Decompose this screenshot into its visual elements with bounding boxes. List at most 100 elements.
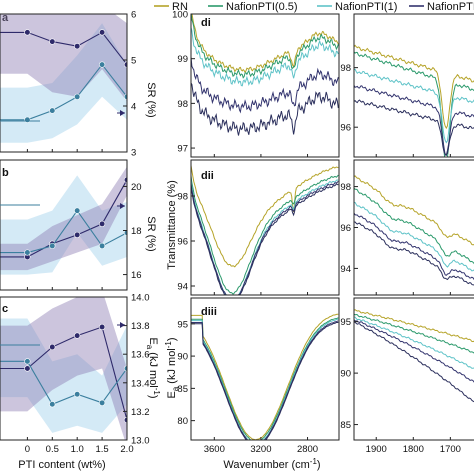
panel-a-right-tick-label-2: 5 xyxy=(131,56,136,67)
panel-e0-y-tick-label-1: 98 xyxy=(340,63,351,74)
wavenumber-x-tick-label-2: 2800 xyxy=(297,444,318,455)
zoom-x-tick-label-2: 1700 xyxy=(440,444,461,455)
panel-d2-series-0 xyxy=(191,313,339,440)
panel-e1-series-2 xyxy=(354,201,474,272)
panel-e2-frame xyxy=(353,297,474,441)
panel-b-light-point-1 xyxy=(49,242,56,250)
panel-c-dark-point-1 xyxy=(49,343,56,351)
panel-e0-series-2 xyxy=(354,68,474,144)
panel-c-plot-area xyxy=(0,297,127,440)
panel-a-light-point-0 xyxy=(24,116,31,123)
panel-a-right-tick-label-1: 4 xyxy=(131,102,136,113)
panel-c-right-tick-label-4: 13.8 xyxy=(131,321,150,332)
panel-d2-plot-area xyxy=(191,313,339,440)
panel-a-light-point-1 xyxy=(49,107,56,114)
panel-d1-series-1 xyxy=(191,174,339,295)
panel-a-frame xyxy=(0,13,128,153)
pti-x-tick-label-2: 1.0 xyxy=(71,444,84,455)
panel-c-dark-error-band xyxy=(0,297,127,440)
panel-b-light-line xyxy=(0,209,127,254)
panel-a-light-point-3 xyxy=(98,61,106,68)
panel-diii-left-y-label-close: ) xyxy=(166,337,178,341)
panel-c-dark-axis-arrowhead xyxy=(120,322,125,328)
panel-e0-plot-area xyxy=(354,44,474,157)
panel-d0-y-tick-label-0: 97 xyxy=(177,144,188,155)
panel-d1-series-4 xyxy=(191,183,339,295)
panel-e1-y-tick-label-1: 96 xyxy=(340,223,351,234)
panel-c-y-axis-label: Ea (kJ mol-1) xyxy=(145,337,161,398)
pti-x-tick-label-0: 0 xyxy=(25,444,30,455)
pti-x-tick-label-4: 2.0 xyxy=(120,444,133,455)
panel-d0-series-3 xyxy=(191,56,339,114)
panel-e2-series-4 xyxy=(354,321,474,403)
panel-b-right-tick-label-2: 20 xyxy=(131,182,142,193)
panel-diii-left-y-label-sup: -1 xyxy=(164,341,173,349)
wavenumber-x-axis-label: Wavenumber (cm-1) xyxy=(223,457,320,471)
panel-e0-y-tick-label-0: 96 xyxy=(340,123,351,134)
panel-b-right-tick-label-1: 18 xyxy=(131,226,142,237)
panel-a-right-tick-label-0: 3 xyxy=(131,148,136,159)
panel-e0-series-4 xyxy=(354,99,474,156)
panel-c-right-tick-label-1: 13.2 xyxy=(131,407,150,418)
panel-c-light-point-2 xyxy=(74,391,81,398)
panel-d0-frame xyxy=(190,13,340,158)
zoom-x-tick-label-0: 1900 xyxy=(366,444,387,455)
panel-e0-series-0 xyxy=(354,44,474,130)
panel-b-frame xyxy=(0,159,128,291)
panel-d2-y-tick-label-2: 90 xyxy=(177,352,188,363)
panel-c-right-tick-label-0: 13.0 xyxy=(131,436,150,447)
panel-a-dark-point-0 xyxy=(24,29,31,36)
panel-d2-series-4 xyxy=(191,321,339,440)
panel-c-light-line xyxy=(0,360,127,405)
legend-label-2: NafionPTI(1) xyxy=(335,1,397,13)
pti-x-tick-label-1: 0.5 xyxy=(46,444,59,455)
panel-e2-series-2 xyxy=(354,316,474,369)
figure-legend: RN NafionPTI(0.5) NafionPTI(1) NafionPTI(1.… xyxy=(154,1,474,13)
panel-d0-series-0 xyxy=(191,14,339,74)
transmittance-y-axis-label: Transmittance (%) xyxy=(166,180,178,269)
panel-c-y-axis-label-sub: a xyxy=(145,345,154,350)
panel-e-ftir-zoom-plot: 96 98 94 96 98 85 90 95 1900 1800 1700 xyxy=(340,13,474,455)
panel-e1-series-3 xyxy=(354,212,474,280)
legend-label-3: NafionPTI(1.5) xyxy=(427,1,474,13)
panel-c-label: c xyxy=(2,303,8,315)
panel-b-dark-point-3 xyxy=(98,220,106,227)
panel-a-dark-point-2 xyxy=(74,43,81,50)
panel-b-y-axis-label: SR (%) xyxy=(145,216,157,251)
panel-c-light-point-1 xyxy=(49,401,56,408)
panel-c-right-tick-label-2: 13.4 xyxy=(131,378,150,389)
panel-b-dark-point-2 xyxy=(74,231,81,239)
panel-e2-series-1 xyxy=(354,313,474,354)
panel-c-y-axis-label-main: E xyxy=(147,337,159,344)
panel-d1-y-tick-label-0: 94 xyxy=(177,282,188,293)
panel-e0-series-3 xyxy=(354,84,474,157)
panel-c-right-tick-label-5: 14.0 xyxy=(131,293,150,304)
panel-e1-y-tick-label-2: 98 xyxy=(340,182,351,193)
panel-a-dark-line xyxy=(0,31,127,65)
pti-x-tick-label-3: 1.5 xyxy=(95,444,108,455)
panel-c-right-tick-label-3: 13.6 xyxy=(131,350,150,361)
panel-e2-series-3 xyxy=(354,319,474,383)
panel-diii-left-y-label-sub: a xyxy=(171,386,180,391)
wavenumber-x-axis-label-sup: -1 xyxy=(310,457,318,466)
panel-e1-y-tick-label-0: 94 xyxy=(340,264,351,275)
panel-d1-series-2 xyxy=(191,179,339,295)
panel-c-y-axis-label-unit: (kJ mol xyxy=(147,349,159,388)
panel-diii-left-y-label: Ea (kJ mol-1) xyxy=(164,337,180,398)
panel-d0-y-tick-label-2: 99 xyxy=(177,54,188,65)
wavenumber-x-tick-label-0: 3600 xyxy=(204,444,225,455)
panel-a-right-tick-label-3: 6 xyxy=(131,10,136,21)
panel-b-right-tick-label-0: 16 xyxy=(131,270,142,281)
panel-a-dark-point-1 xyxy=(49,38,56,45)
panel-c-frame xyxy=(0,296,128,441)
panel-a-y-axis-label: SR (%) xyxy=(145,82,157,117)
panel-b-sr-plot: b SR (%) 16 18 20 xyxy=(0,159,157,291)
wavenumber-x-axis-label-main: Wavenumber (cm xyxy=(223,459,309,471)
panel-d1-y-tick-label-1: 96 xyxy=(177,237,188,248)
pti-content-x-axis-label: PTI content (wt%) xyxy=(18,459,105,471)
panel-d0-series-2 xyxy=(191,27,339,87)
panel-a-sr-plot: a SR (%) 3 4 5 6 xyxy=(0,10,157,159)
panel-a-dark-axis-arrowhead xyxy=(120,110,125,116)
panel-c-dark-point-3 xyxy=(98,323,106,331)
